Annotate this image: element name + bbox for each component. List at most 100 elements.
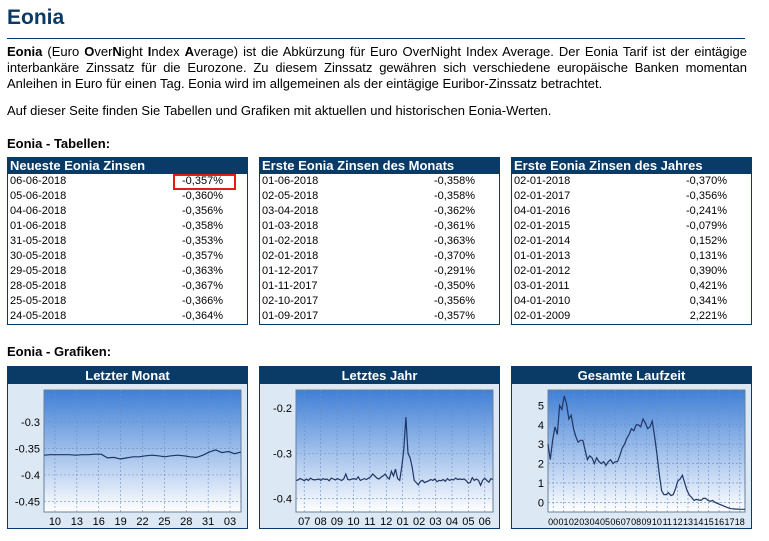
y-tick-label: -0.3: [273, 448, 292, 460]
table-row: 01-01-2013 0,131%: [512, 249, 751, 264]
table-row: 25-05-2018 -0,366%: [8, 294, 247, 309]
row-date: 04-01-2016: [514, 205, 571, 217]
row-date: 01-02-2018: [262, 235, 319, 247]
row-value: -0,356%: [686, 190, 727, 202]
intro-acronym-part: verage): [193, 44, 239, 59]
intro-acronym-part: ight: [121, 44, 148, 59]
highlight-box: [173, 174, 236, 190]
row-value: -0,079%: [686, 220, 727, 232]
y-tick-label: -0.4: [21, 470, 40, 482]
row-value: -0,350%: [434, 280, 475, 292]
table-row: 28-05-2018 -0,367%: [8, 279, 247, 294]
x-tick-label: 03: [429, 516, 441, 528]
y-tick-label: 4: [538, 420, 544, 432]
y-tick-label: 3: [538, 439, 544, 451]
table-row: 01-11-2017 -0,350%: [260, 279, 499, 294]
table-latest: Neueste Eonia Zinsen 06-06-2018 -0,357% 05…: [7, 157, 248, 325]
table-row: 03-01-2011 0,421%: [512, 279, 751, 294]
x-tick-label: 08: [315, 516, 327, 528]
x-tick-label: 06: [610, 517, 620, 527]
row-value: 0,390%: [689, 265, 727, 277]
x-tick-label: 08: [631, 517, 641, 527]
row-date: 02-10-2017: [262, 295, 319, 307]
table-row: 02-01-2018 -0,370%: [512, 174, 751, 189]
chart-all-time[interactable]: Gesamte Laufzeit 0 1 2 3 4 5 00 01 02 03 04 05 06 07 0…: [511, 366, 752, 529]
chart-title: Letzter Monat: [8, 367, 247, 384]
row-value: -0,358%: [434, 190, 475, 202]
table-row: 04-01-2010 0,341%: [512, 294, 751, 309]
table-row: 02-10-2017 -0,356%: [260, 294, 499, 309]
x-tick-label: 25: [158, 516, 170, 528]
row-date: 04-06-2018: [10, 205, 67, 217]
x-tick-label: 07: [621, 517, 631, 527]
table-title: Erste Eonia Zinsen des Jahres: [512, 158, 751, 174]
row-value: -0,356%: [182, 205, 223, 217]
table-title: Erste Eonia Zinsen des Monats: [260, 158, 499, 174]
x-tick-label: 19: [114, 516, 126, 528]
intro-acronym-part: ver: [94, 44, 113, 59]
x-tick-label: 28: [180, 516, 192, 528]
row-value: -0,357%: [182, 175, 223, 187]
row-date: 02-01-2015: [514, 220, 571, 232]
table-body: 06-06-2018 -0,357% 05-06-2018 -0,360% 04-06-…: [8, 174, 247, 324]
y-tick-label: -0.4: [273, 493, 292, 505]
tables-heading: Eonia - Tabellen:: [7, 136, 111, 151]
x-tick-label: 02: [413, 516, 425, 528]
x-tick-label: 10: [49, 516, 61, 528]
chart-plot: -0.2 -0.3 -0.4 07 08 09 10 11 12 01 02 03 04 05 06: [273, 389, 494, 528]
chart-last-year[interactable]: Letztes Jahr -0.2 -0.3 -0.4 07 08 09 10 11 12 01 0…: [259, 366, 500, 529]
table-row: 01-02-2018 -0,363%: [260, 234, 499, 249]
row-value: -0,363%: [182, 265, 223, 277]
row-value: -0,366%: [182, 295, 223, 307]
x-tick-label: 12: [380, 516, 392, 528]
row-value: 0,421%: [689, 280, 727, 292]
intro-acronym-part: I: [147, 44, 152, 59]
chart-last-month[interactable]: Letzter Monat -0.3 -0.35 -0.4 -0.45 10 13 16 19…: [7, 366, 248, 529]
row-value: -0,358%: [434, 175, 475, 187]
row-value: -0,357%: [434, 310, 475, 322]
row-date: 02-01-2018: [262, 250, 319, 262]
intro-text: Eonia (Euro OverNight Index Average) ist…: [7, 44, 747, 92]
table-row: 02-05-2018 -0,358%: [260, 189, 499, 204]
x-tick-label: 04: [590, 517, 600, 527]
y-tick-label: 5: [538, 400, 544, 412]
x-tick-label: 17: [724, 517, 734, 527]
table-body: 02-01-2018 -0,370% 02-01-2017 -0,356% 04-01-…: [512, 174, 751, 324]
row-value: -0,361%: [434, 220, 475, 232]
row-date: 04-01-2010: [514, 295, 571, 307]
row-date: 01-11-2017: [262, 280, 318, 292]
x-tick-label: 09: [641, 517, 651, 527]
table-title: Neueste Eonia Zinsen: [8, 158, 247, 174]
x-tick-label: 03: [224, 516, 236, 528]
row-date: 30-05-2018: [10, 250, 67, 262]
y-tick-label: -0.35: [15, 443, 40, 455]
row-value: -0,362%: [434, 205, 475, 217]
row-date: 29-05-2018: [10, 265, 67, 277]
table-row: 31-05-2018 -0,353%: [8, 234, 247, 249]
intro-body: ist die Abkürzung für Euro OverNight Ind…: [7, 44, 747, 91]
table-body: 01-06-2018 -0,358% 02-05-2018 -0,358% 03-04-…: [260, 174, 499, 324]
page-title: Eonia: [7, 6, 65, 29]
row-value: -0,241%: [686, 205, 727, 217]
row-date: 05-06-2018: [10, 190, 67, 202]
x-tick-label: 06: [479, 516, 491, 528]
intro-acronym: (Euro OverNight Index Average): [47, 44, 238, 59]
chart-title: Gesamte Laufzeit: [512, 367, 751, 384]
row-date: 02-01-2017: [514, 190, 571, 202]
x-tick-label: 05: [600, 517, 610, 527]
row-date: 24-05-2018: [10, 310, 67, 322]
row-date: 02-01-2018: [514, 175, 571, 187]
intro-acronym-part: (Euro: [47, 44, 85, 59]
x-tick-label: 13: [71, 516, 83, 528]
row-date: 03-04-2018: [262, 205, 319, 217]
x-tick-label: 12: [673, 517, 683, 527]
table-row: 02-01-2009 2,221%: [512, 309, 751, 324]
row-value: -0,370%: [434, 250, 475, 262]
x-tick-label: 16: [93, 516, 105, 528]
row-date: 03-01-2011: [514, 280, 570, 292]
row-date: 28-05-2018: [10, 280, 67, 292]
intro-acronym-part: N: [112, 44, 122, 59]
plot-area: [295, 389, 494, 513]
row-value: -0,364%: [182, 310, 223, 322]
